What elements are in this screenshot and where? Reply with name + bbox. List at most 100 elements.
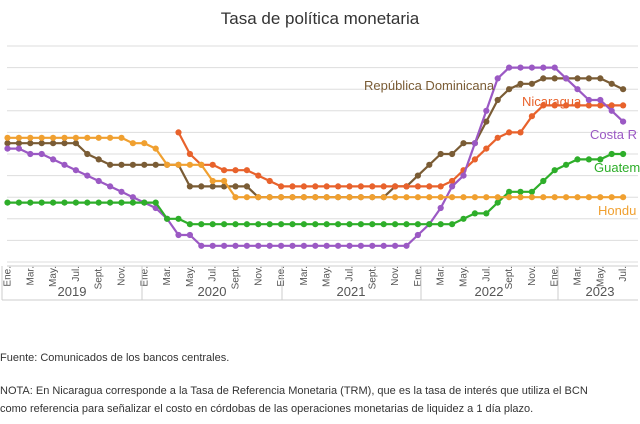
data-point-nicaragua — [392, 183, 399, 190]
data-point-republica-dominicana — [141, 161, 148, 168]
month-tick-label: Sept. — [231, 266, 242, 289]
data-point-guatemala — [232, 221, 239, 228]
data-point-costa-rica — [300, 242, 307, 249]
data-point-costa-rica — [506, 64, 513, 71]
data-point-guatemala — [517, 188, 524, 195]
data-point-guatemala — [460, 215, 467, 222]
data-point-republica-dominicana — [72, 140, 79, 147]
data-point-costa-rica — [620, 118, 627, 125]
data-point-costa-rica — [585, 96, 593, 104]
month-tick-label: Ene. — [413, 266, 424, 287]
data-point-nicaragua — [175, 129, 182, 136]
data-point-nicaragua — [471, 156, 478, 163]
month-tick-label: Mar. — [25, 266, 36, 285]
month-tick-label: Nov. — [527, 266, 538, 286]
series-label: República Dominicana — [364, 78, 495, 93]
data-point-costa-rica — [198, 242, 205, 249]
data-point-honduras — [574, 194, 581, 201]
data-point-guatemala — [221, 221, 228, 228]
series-label: Costa R — [590, 127, 637, 142]
data-point-costa-rica — [392, 242, 399, 249]
data-point-costa-rica — [403, 242, 410, 249]
data-point-honduras — [209, 177, 216, 185]
data-point-costa-rica — [380, 242, 387, 249]
data-point-honduras — [517, 194, 524, 201]
data-point-honduras — [15, 134, 22, 141]
month-tick-label: May. — [185, 266, 196, 287]
data-point-costa-rica — [289, 242, 296, 249]
data-point-nicaragua — [403, 183, 410, 190]
data-point-guatemala — [369, 221, 376, 228]
data-point-costa-rica — [175, 231, 182, 239]
data-point-costa-rica — [61, 161, 68, 168]
data-point-costa-rica — [50, 156, 57, 163]
data-point-honduras — [380, 194, 387, 201]
data-point-honduras — [437, 194, 444, 201]
data-point-republica-dominicana — [84, 150, 91, 158]
data-point-nicaragua — [186, 150, 193, 158]
data-point-republica-dominicana — [585, 75, 593, 82]
data-point-costa-rica — [27, 150, 34, 158]
source-note: Fuente: Comunicados de los bancos centra… — [0, 352, 230, 364]
data-point-guatemala — [380, 221, 387, 228]
data-point-honduras — [175, 161, 182, 168]
data-point-nicaragua — [278, 183, 285, 190]
data-point-honduras — [289, 194, 296, 201]
data-point-honduras — [141, 140, 148, 147]
data-point-republica-dominicana — [198, 183, 205, 190]
data-point-honduras — [563, 194, 570, 201]
data-point-guatemala — [494, 199, 501, 206]
data-point-costa-rica — [460, 172, 467, 179]
data-point-guatemala — [118, 199, 125, 206]
data-point-guatemala — [608, 150, 615, 158]
month-tick-label: Ene. — [550, 266, 561, 287]
data-point-costa-rica — [517, 64, 524, 71]
data-point-guatemala — [437, 221, 444, 228]
data-point-honduras — [221, 177, 228, 185]
data-point-guatemala — [312, 221, 319, 228]
data-point-honduras — [323, 194, 330, 201]
month-tick-label: Mar. — [573, 266, 584, 285]
data-point-nicaragua — [243, 167, 250, 174]
data-point-guatemala — [357, 221, 364, 228]
data-point-guatemala — [597, 156, 604, 163]
data-point-guatemala — [61, 199, 68, 206]
year-label: 2019 — [58, 284, 87, 299]
nota-line-1: NOTA: En Nicaragua corresponde a la Tasa… — [0, 385, 588, 397]
month-tick-label: Ene. — [3, 266, 14, 287]
month-tick-label: Jul. — [481, 266, 492, 282]
data-point-republica-dominicana — [186, 183, 193, 190]
data-point-honduras — [426, 194, 433, 201]
data-point-guatemala — [403, 221, 410, 228]
data-point-nicaragua — [597, 102, 604, 109]
data-point-costa-rica — [221, 242, 228, 249]
data-point-republica-dominicana — [494, 96, 501, 104]
data-point-costa-rica — [540, 64, 547, 71]
data-point-honduras — [449, 194, 456, 201]
data-point-costa-rica — [278, 242, 285, 249]
data-point-nicaragua — [414, 183, 421, 190]
data-point-guatemala — [107, 199, 114, 206]
data-point-guatemala — [289, 221, 296, 228]
data-point-republica-dominicana — [506, 86, 513, 93]
data-point-republica-dominicana — [50, 140, 57, 147]
data-point-costa-rica — [186, 231, 193, 239]
chart-title: Tasa de política monetaria — [221, 9, 420, 28]
data-point-honduras — [278, 194, 285, 201]
data-point-republica-dominicana — [27, 140, 34, 147]
data-point-republica-dominicana — [528, 80, 536, 87]
data-point-guatemala — [186, 221, 193, 228]
data-point-nicaragua — [551, 102, 558, 109]
data-point-honduras — [335, 194, 342, 201]
month-tick-label: Ene. — [139, 266, 150, 287]
data-point-republica-dominicana — [483, 118, 490, 125]
data-point-honduras — [494, 194, 501, 201]
policy-rate-chart: Tasa de política monetaria República Dom… — [1, 9, 640, 301]
data-point-costa-rica — [95, 177, 102, 185]
data-point-republica-dominicana — [95, 156, 102, 163]
data-point-nicaragua — [585, 102, 593, 109]
data-point-honduras — [300, 194, 307, 201]
data-point-costa-rica — [437, 204, 444, 212]
data-point-costa-rica — [494, 75, 501, 82]
data-point-guatemala — [141, 199, 148, 206]
